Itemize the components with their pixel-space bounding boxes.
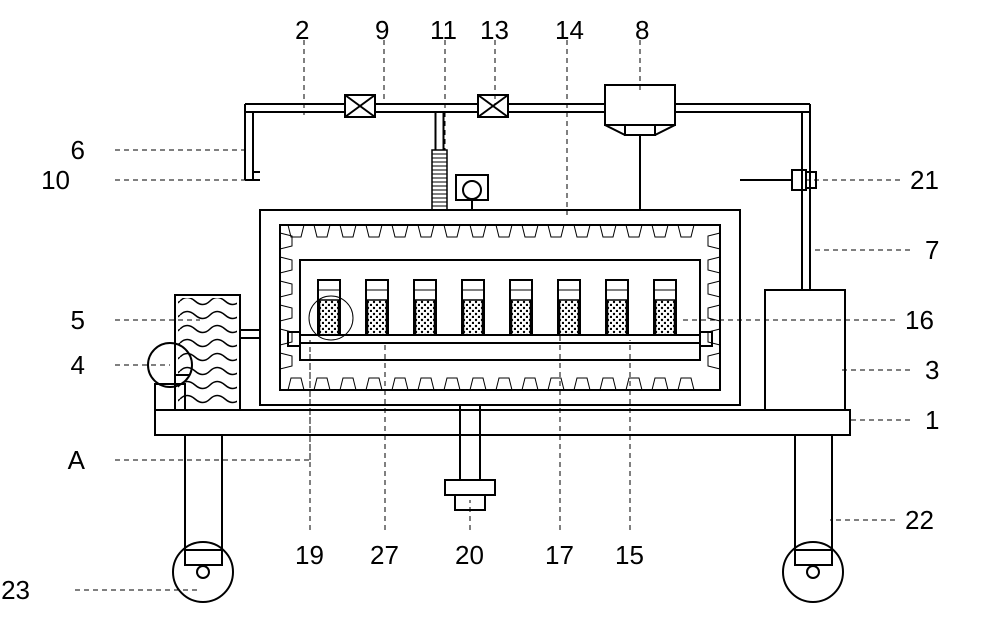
callout-label-4: 4 — [71, 350, 85, 380]
callout-label-19: 19 — [295, 540, 324, 570]
callout-label-22: 22 — [905, 505, 934, 535]
callout-label-11: 11 — [430, 15, 457, 45]
callout-label-6: 6 — [71, 135, 85, 165]
callout-label-16: 16 — [905, 305, 934, 335]
callout-label-9: 9 — [375, 15, 389, 45]
callout-label-A: A — [68, 445, 86, 475]
diagram-canvas: 61054A232171631222911131481927201715 — [0, 0, 1000, 626]
callout-label-23: 23 — [1, 575, 30, 605]
callout-label-15: 15 — [615, 540, 644, 570]
callout-label-20: 20 — [455, 540, 484, 570]
callout-label-3: 3 — [925, 355, 939, 385]
callout-label-14: 14 — [555, 15, 584, 45]
callout-label-10: 10 — [41, 165, 70, 195]
callout-label-5: 5 — [71, 305, 85, 335]
callout-label-1: 1 — [925, 405, 939, 435]
callout-label-17: 17 — [545, 540, 574, 570]
callout-label-13: 13 — [480, 15, 509, 45]
callout-label-2: 2 — [295, 15, 309, 45]
callout-label-27: 27 — [370, 540, 399, 570]
callout-label-21: 21 — [910, 165, 939, 195]
callout-label-7: 7 — [925, 235, 939, 265]
callout-label-8: 8 — [635, 15, 649, 45]
